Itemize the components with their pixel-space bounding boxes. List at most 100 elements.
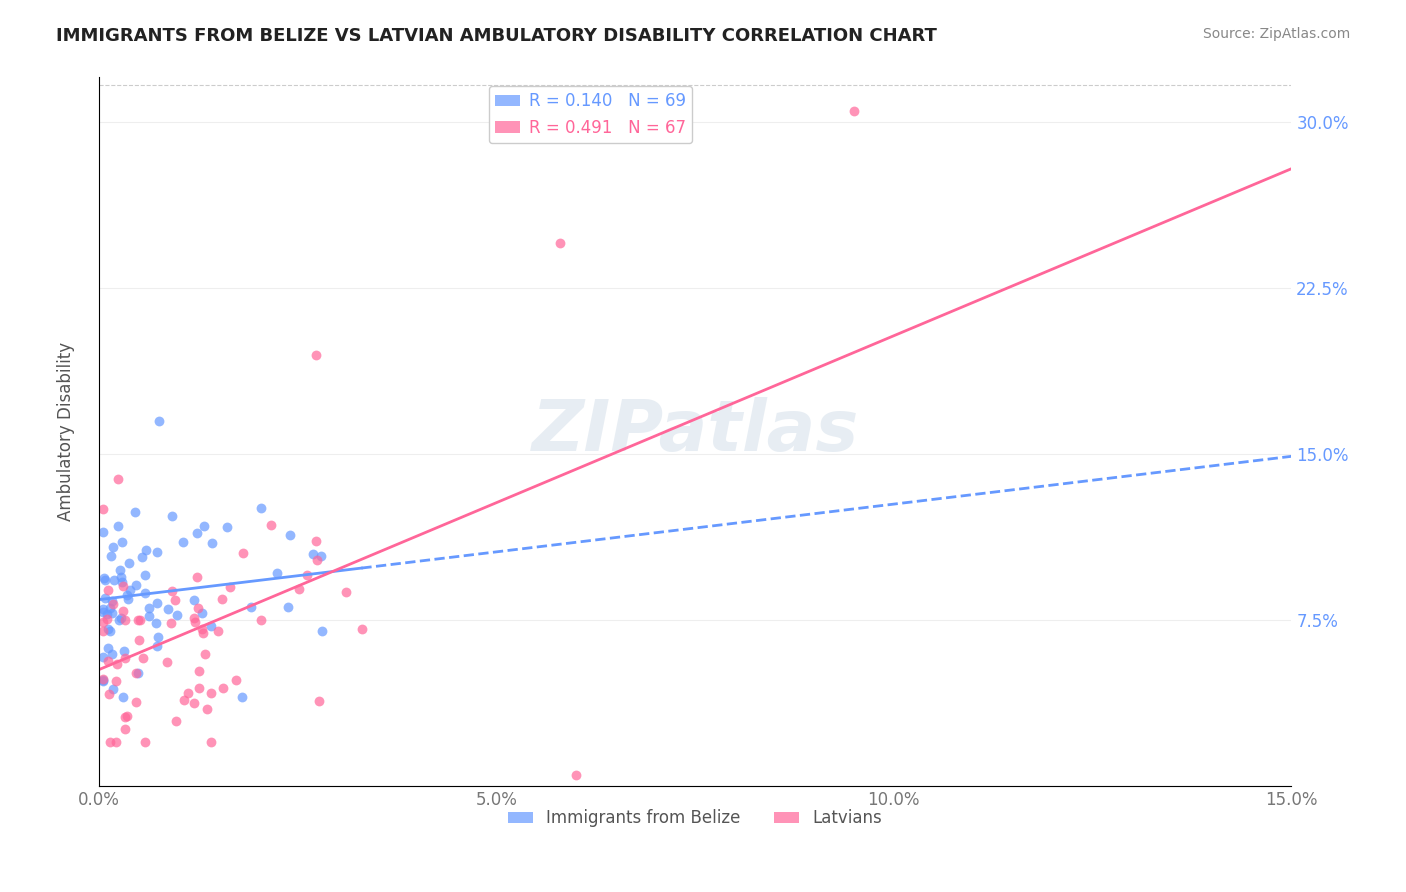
Point [173, 693, 195, 707]
Point [215, 520, 238, 534]
Point [548, 236, 571, 251]
Point [260, 518, 283, 533]
Point [193, 519, 215, 533]
Point [134, 586, 156, 600]
Point [148, 630, 170, 644]
Point [97, 640, 120, 655]
Point [91, 672, 114, 686]
Point [91, 524, 114, 539]
Point [128, 633, 150, 648]
Point [145, 639, 167, 653]
Text: ZIPatlas: ZIPatlas [531, 397, 859, 467]
Point [295, 568, 318, 582]
Point [105, 657, 128, 672]
Point [91, 673, 114, 687]
Point [232, 546, 254, 560]
Y-axis label: Ambulatory Disability: Ambulatory Disability [58, 342, 75, 521]
Point [98, 687, 121, 701]
Point [91, 624, 114, 638]
Point [250, 501, 273, 516]
Point [120, 582, 142, 597]
Point [107, 471, 129, 485]
Point [160, 509, 183, 524]
Point [277, 600, 299, 615]
Point [110, 611, 132, 625]
Point [100, 549, 122, 563]
Point [183, 593, 205, 607]
Point [302, 547, 325, 561]
Point [97, 582, 120, 597]
Point [266, 566, 288, 580]
Point [172, 535, 194, 549]
Point [125, 695, 148, 709]
Point [305, 348, 328, 362]
Point [148, 413, 170, 427]
Point [212, 681, 235, 695]
Point [231, 690, 253, 705]
Point [100, 647, 122, 661]
Point [307, 553, 329, 567]
Point [183, 611, 205, 625]
Point [117, 591, 139, 606]
Point [96, 607, 118, 622]
Point [100, 594, 122, 608]
Point [91, 602, 114, 616]
Point [183, 696, 205, 710]
Point [111, 574, 134, 589]
Point [278, 527, 301, 541]
Point [842, 103, 865, 118]
Point [305, 533, 328, 548]
Point [195, 701, 218, 715]
Point [146, 544, 169, 558]
Point [187, 601, 209, 615]
Point [91, 615, 114, 629]
Point [114, 651, 136, 665]
Legend: Immigrants from Belize, Latvians: Immigrants from Belize, Latvians [502, 803, 889, 834]
Point [160, 584, 183, 599]
Point [188, 664, 211, 678]
Point [352, 622, 374, 636]
Point [111, 579, 134, 593]
Point [183, 615, 205, 629]
Point [186, 569, 208, 583]
Point [138, 608, 160, 623]
Point [93, 572, 115, 586]
Point [200, 734, 222, 748]
Point [101, 597, 124, 611]
Point [110, 570, 132, 584]
Point [135, 543, 157, 558]
Point [108, 563, 131, 577]
Point [240, 599, 263, 614]
Point [207, 624, 229, 638]
Point [93, 591, 115, 606]
Point [125, 578, 148, 592]
Point [131, 550, 153, 565]
Point [94, 573, 117, 587]
Point [191, 607, 214, 621]
Point [190, 622, 212, 636]
Point [134, 734, 156, 748]
Point [159, 615, 181, 630]
Point [308, 694, 330, 708]
Point [218, 580, 240, 594]
Point [125, 665, 148, 680]
Point [115, 588, 138, 602]
Point [124, 505, 146, 519]
Point [112, 644, 135, 658]
Point [288, 582, 311, 597]
Point [91, 649, 114, 664]
Point [114, 613, 136, 627]
Point [131, 651, 153, 665]
Point [114, 723, 136, 737]
Point [98, 601, 121, 615]
Point [103, 573, 125, 587]
Point [104, 734, 127, 748]
Point [311, 624, 333, 638]
Point [111, 535, 134, 549]
Point [134, 568, 156, 582]
Point [187, 681, 209, 695]
Point [101, 606, 124, 620]
Point [194, 647, 217, 661]
Point [156, 655, 179, 669]
Point [104, 673, 127, 688]
